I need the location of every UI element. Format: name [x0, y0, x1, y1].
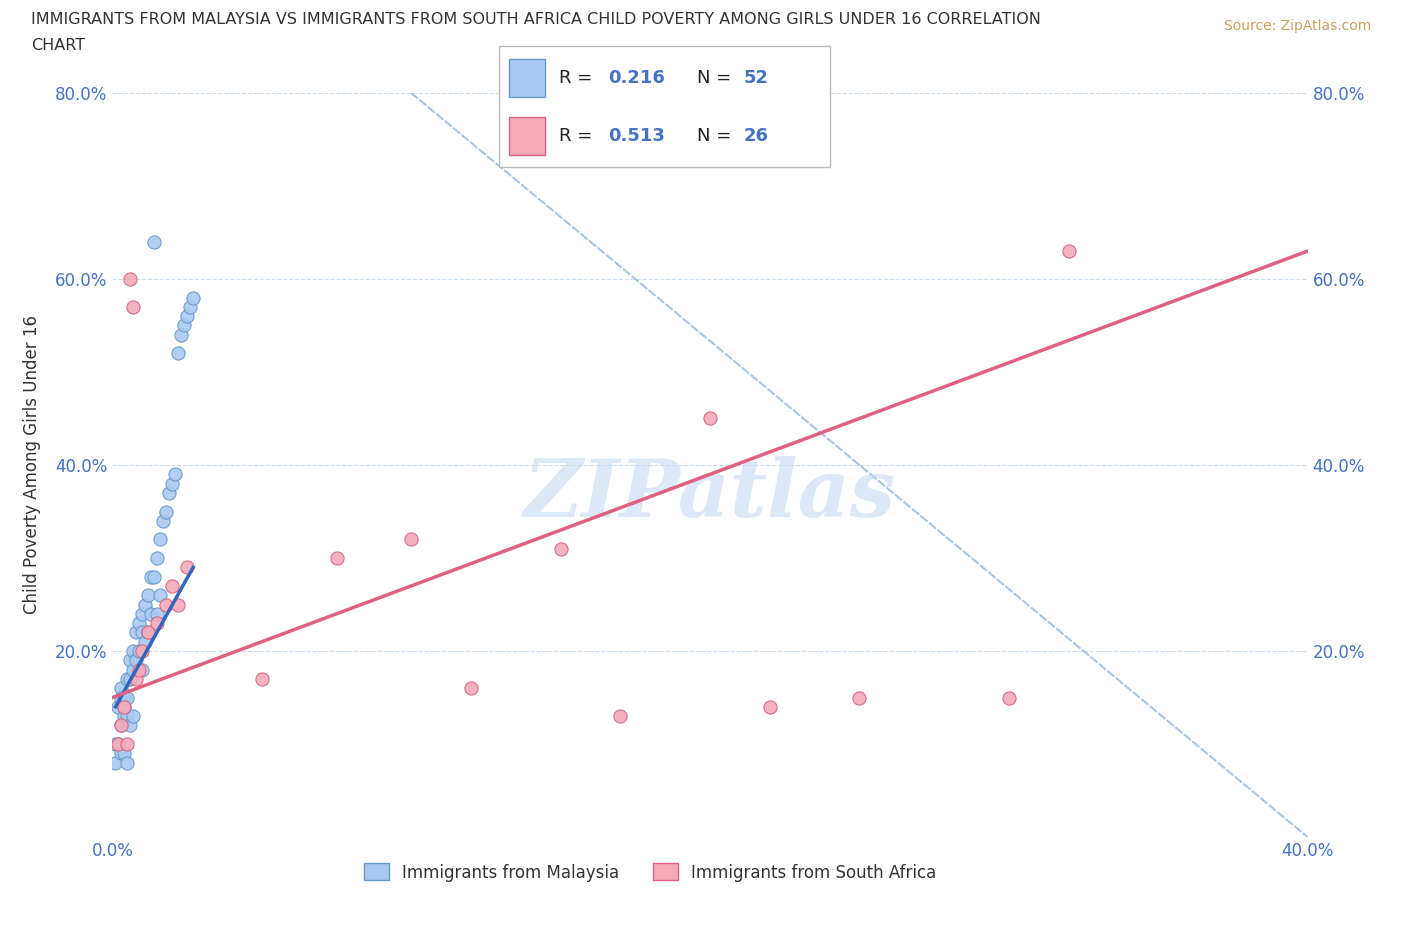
Point: [114, 746, 135, 761]
Point: [143, 569, 166, 584]
Point: [149, 532, 172, 547]
Point: [125, 625, 148, 640]
Point: [125, 671, 148, 686]
Text: N =: N =: [697, 69, 737, 86]
Point: [165, 467, 187, 482]
Point: [110, 718, 132, 733]
Point: [117, 690, 139, 705]
Point: [117, 709, 139, 724]
Point: [146, 616, 169, 631]
FancyBboxPatch shape: [509, 59, 546, 98]
Point: [167, 346, 190, 361]
Point: [117, 755, 139, 770]
Point: [143, 234, 166, 249]
Point: [401, 532, 423, 547]
Text: ZIPatlas: ZIPatlas: [524, 456, 896, 534]
Point: [120, 272, 142, 286]
Point: [162, 578, 183, 593]
Point: [176, 309, 198, 324]
Point: [120, 671, 142, 686]
Point: [170, 327, 193, 342]
Point: [146, 551, 169, 565]
Legend: Immigrants from Malaysia, Immigrants from South Africa: Immigrants from Malaysia, Immigrants fro…: [357, 857, 943, 888]
Point: [117, 737, 139, 751]
Point: [848, 690, 870, 705]
Text: 0.513: 0.513: [609, 127, 665, 145]
Point: [1057, 244, 1080, 259]
Point: [107, 699, 129, 714]
FancyBboxPatch shape: [509, 116, 546, 155]
Point: [114, 709, 135, 724]
Point: [122, 644, 145, 658]
Text: CHART: CHART: [31, 38, 84, 53]
Point: [120, 653, 142, 668]
Point: [131, 644, 153, 658]
Point: [134, 597, 156, 612]
Point: [122, 709, 145, 724]
Point: [141, 569, 163, 584]
Point: [759, 699, 782, 714]
Point: [131, 625, 153, 640]
Point: [146, 606, 169, 621]
Point: [125, 653, 148, 668]
Point: [104, 755, 127, 770]
Point: [107, 737, 129, 751]
Point: [167, 597, 190, 612]
Text: R =: R =: [558, 69, 598, 86]
Point: [122, 299, 145, 314]
Point: [110, 690, 132, 705]
Text: 26: 26: [744, 127, 769, 145]
Point: [128, 662, 150, 677]
FancyBboxPatch shape: [499, 46, 830, 167]
Point: [181, 290, 204, 305]
Point: [998, 690, 1021, 705]
Point: [176, 560, 198, 575]
Point: [179, 299, 201, 314]
Text: 52: 52: [744, 69, 769, 86]
Point: [157, 485, 180, 500]
Point: [131, 606, 153, 621]
Point: [114, 699, 135, 714]
Text: Source: ZipAtlas.com: Source: ZipAtlas.com: [1223, 19, 1371, 33]
Point: [550, 541, 572, 556]
Point: [155, 597, 177, 612]
Point: [128, 616, 150, 631]
Point: [141, 606, 163, 621]
Point: [110, 718, 132, 733]
Point: [138, 625, 160, 640]
Point: [120, 718, 142, 733]
Point: [107, 737, 129, 751]
Point: [152, 513, 174, 528]
Point: [250, 671, 273, 686]
Point: [104, 737, 127, 751]
Point: [114, 699, 135, 714]
Point: [134, 634, 156, 649]
Point: [138, 588, 160, 603]
Y-axis label: Child Poverty Among Girls Under 16: Child Poverty Among Girls Under 16: [24, 315, 41, 615]
Point: [131, 662, 153, 677]
Point: [110, 746, 132, 761]
Point: [114, 690, 135, 705]
Point: [128, 644, 150, 658]
Text: IMMIGRANTS FROM MALAYSIA VS IMMIGRANTS FROM SOUTH AFRICA CHILD POVERTY AMONG GIR: IMMIGRANTS FROM MALAYSIA VS IMMIGRANTS F…: [31, 12, 1040, 27]
Point: [149, 588, 172, 603]
Point: [609, 709, 631, 724]
Point: [155, 504, 177, 519]
Point: [173, 318, 195, 333]
Point: [325, 551, 347, 565]
Text: 0.216: 0.216: [609, 69, 665, 86]
Point: [699, 411, 721, 426]
Text: R =: R =: [558, 127, 598, 145]
Point: [110, 681, 132, 696]
Point: [122, 662, 145, 677]
Point: [117, 671, 139, 686]
Point: [460, 681, 482, 696]
Text: N =: N =: [697, 127, 737, 145]
Point: [162, 476, 183, 491]
Point: [138, 625, 160, 640]
